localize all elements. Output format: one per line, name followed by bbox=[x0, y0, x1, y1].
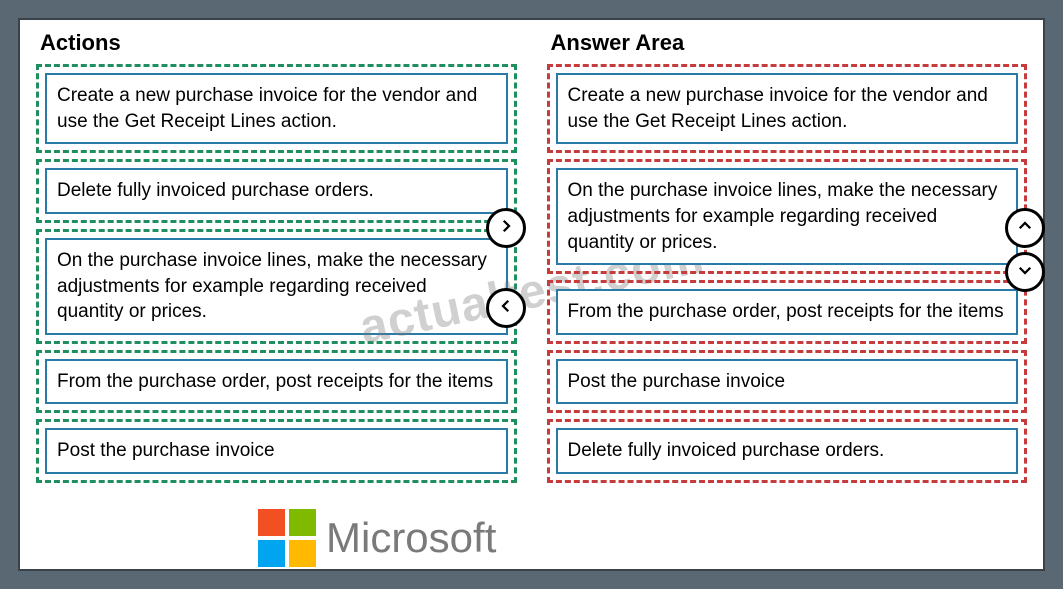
answer-slot[interactable]: From the purchase order, post receipts f… bbox=[547, 280, 1028, 344]
answer-card[interactable]: On the purchase invoice lines, make the … bbox=[556, 168, 1019, 265]
chevron-down-icon bbox=[1016, 261, 1034, 284]
action-card[interactable]: On the purchase invoice lines, make the … bbox=[45, 238, 508, 335]
answer-slot[interactable]: On the purchase invoice lines, make the … bbox=[547, 159, 1028, 274]
action-slot[interactable]: Create a new purchase invoice for the ve… bbox=[36, 64, 517, 153]
action-card[interactable]: Create a new purchase invoice for the ve… bbox=[45, 73, 508, 144]
action-slot[interactable]: From the purchase order, post receipts f… bbox=[36, 350, 517, 414]
move-left-button[interactable] bbox=[486, 288, 526, 328]
actions-header: Actions bbox=[40, 30, 517, 56]
answer-card[interactable]: Delete fully invoiced purchase orders. bbox=[556, 428, 1019, 474]
chevron-right-icon bbox=[497, 217, 515, 240]
action-card[interactable]: Post the purchase invoice bbox=[45, 428, 508, 474]
answer-card[interactable]: Create a new purchase invoice for the ve… bbox=[556, 73, 1019, 144]
answer-slot[interactable]: Create a new purchase invoice for the ve… bbox=[547, 64, 1028, 153]
action-slot[interactable]: On the purchase invoice lines, make the … bbox=[36, 229, 517, 344]
answer-header: Answer Area bbox=[551, 30, 1028, 56]
action-card[interactable]: Delete fully invoiced purchase orders. bbox=[45, 168, 508, 214]
actions-column: Actions Create a new purchase invoice fo… bbox=[36, 30, 517, 559]
answer-slot[interactable]: Post the purchase invoice bbox=[547, 350, 1028, 414]
chevron-left-icon bbox=[497, 297, 515, 320]
drag-drop-panel: actualtest.com Actions Create a new purc… bbox=[18, 18, 1045, 571]
columns-container: Actions Create a new purchase invoice fo… bbox=[36, 30, 1027, 559]
move-up-button[interactable] bbox=[1005, 208, 1045, 248]
answer-slot[interactable]: Delete fully invoiced purchase orders. bbox=[547, 419, 1028, 483]
move-down-button[interactable] bbox=[1005, 252, 1045, 292]
answer-column: Answer Area Create a new purchase invoic… bbox=[547, 30, 1028, 559]
chevron-up-icon bbox=[1016, 217, 1034, 240]
action-slot[interactable]: Delete fully invoiced purchase orders. bbox=[36, 159, 517, 223]
action-card[interactable]: From the purchase order, post receipts f… bbox=[45, 359, 508, 405]
action-slot[interactable]: Post the purchase invoice bbox=[36, 419, 517, 483]
answer-card[interactable]: From the purchase order, post receipts f… bbox=[556, 289, 1019, 335]
answer-card[interactable]: Post the purchase invoice bbox=[556, 359, 1019, 405]
move-right-button[interactable] bbox=[486, 208, 526, 248]
